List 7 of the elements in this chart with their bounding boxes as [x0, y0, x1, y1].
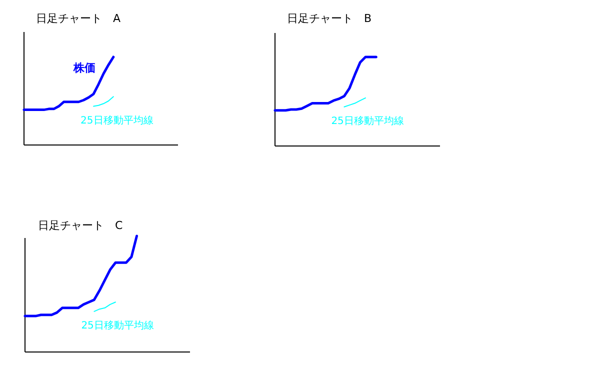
- series-label: 25日移動平均線: [80, 114, 154, 126]
- series-label: 株価: [72, 62, 96, 75]
- chart-title: 日足チャート B: [287, 12, 372, 25]
- chart-title: 日足チャート A: [36, 12, 121, 25]
- chart-title: 日足チャート C: [38, 219, 123, 232]
- series-label: 25日移動平均線: [81, 319, 154, 332]
- series-label: 25日移動平均線: [331, 114, 404, 127]
